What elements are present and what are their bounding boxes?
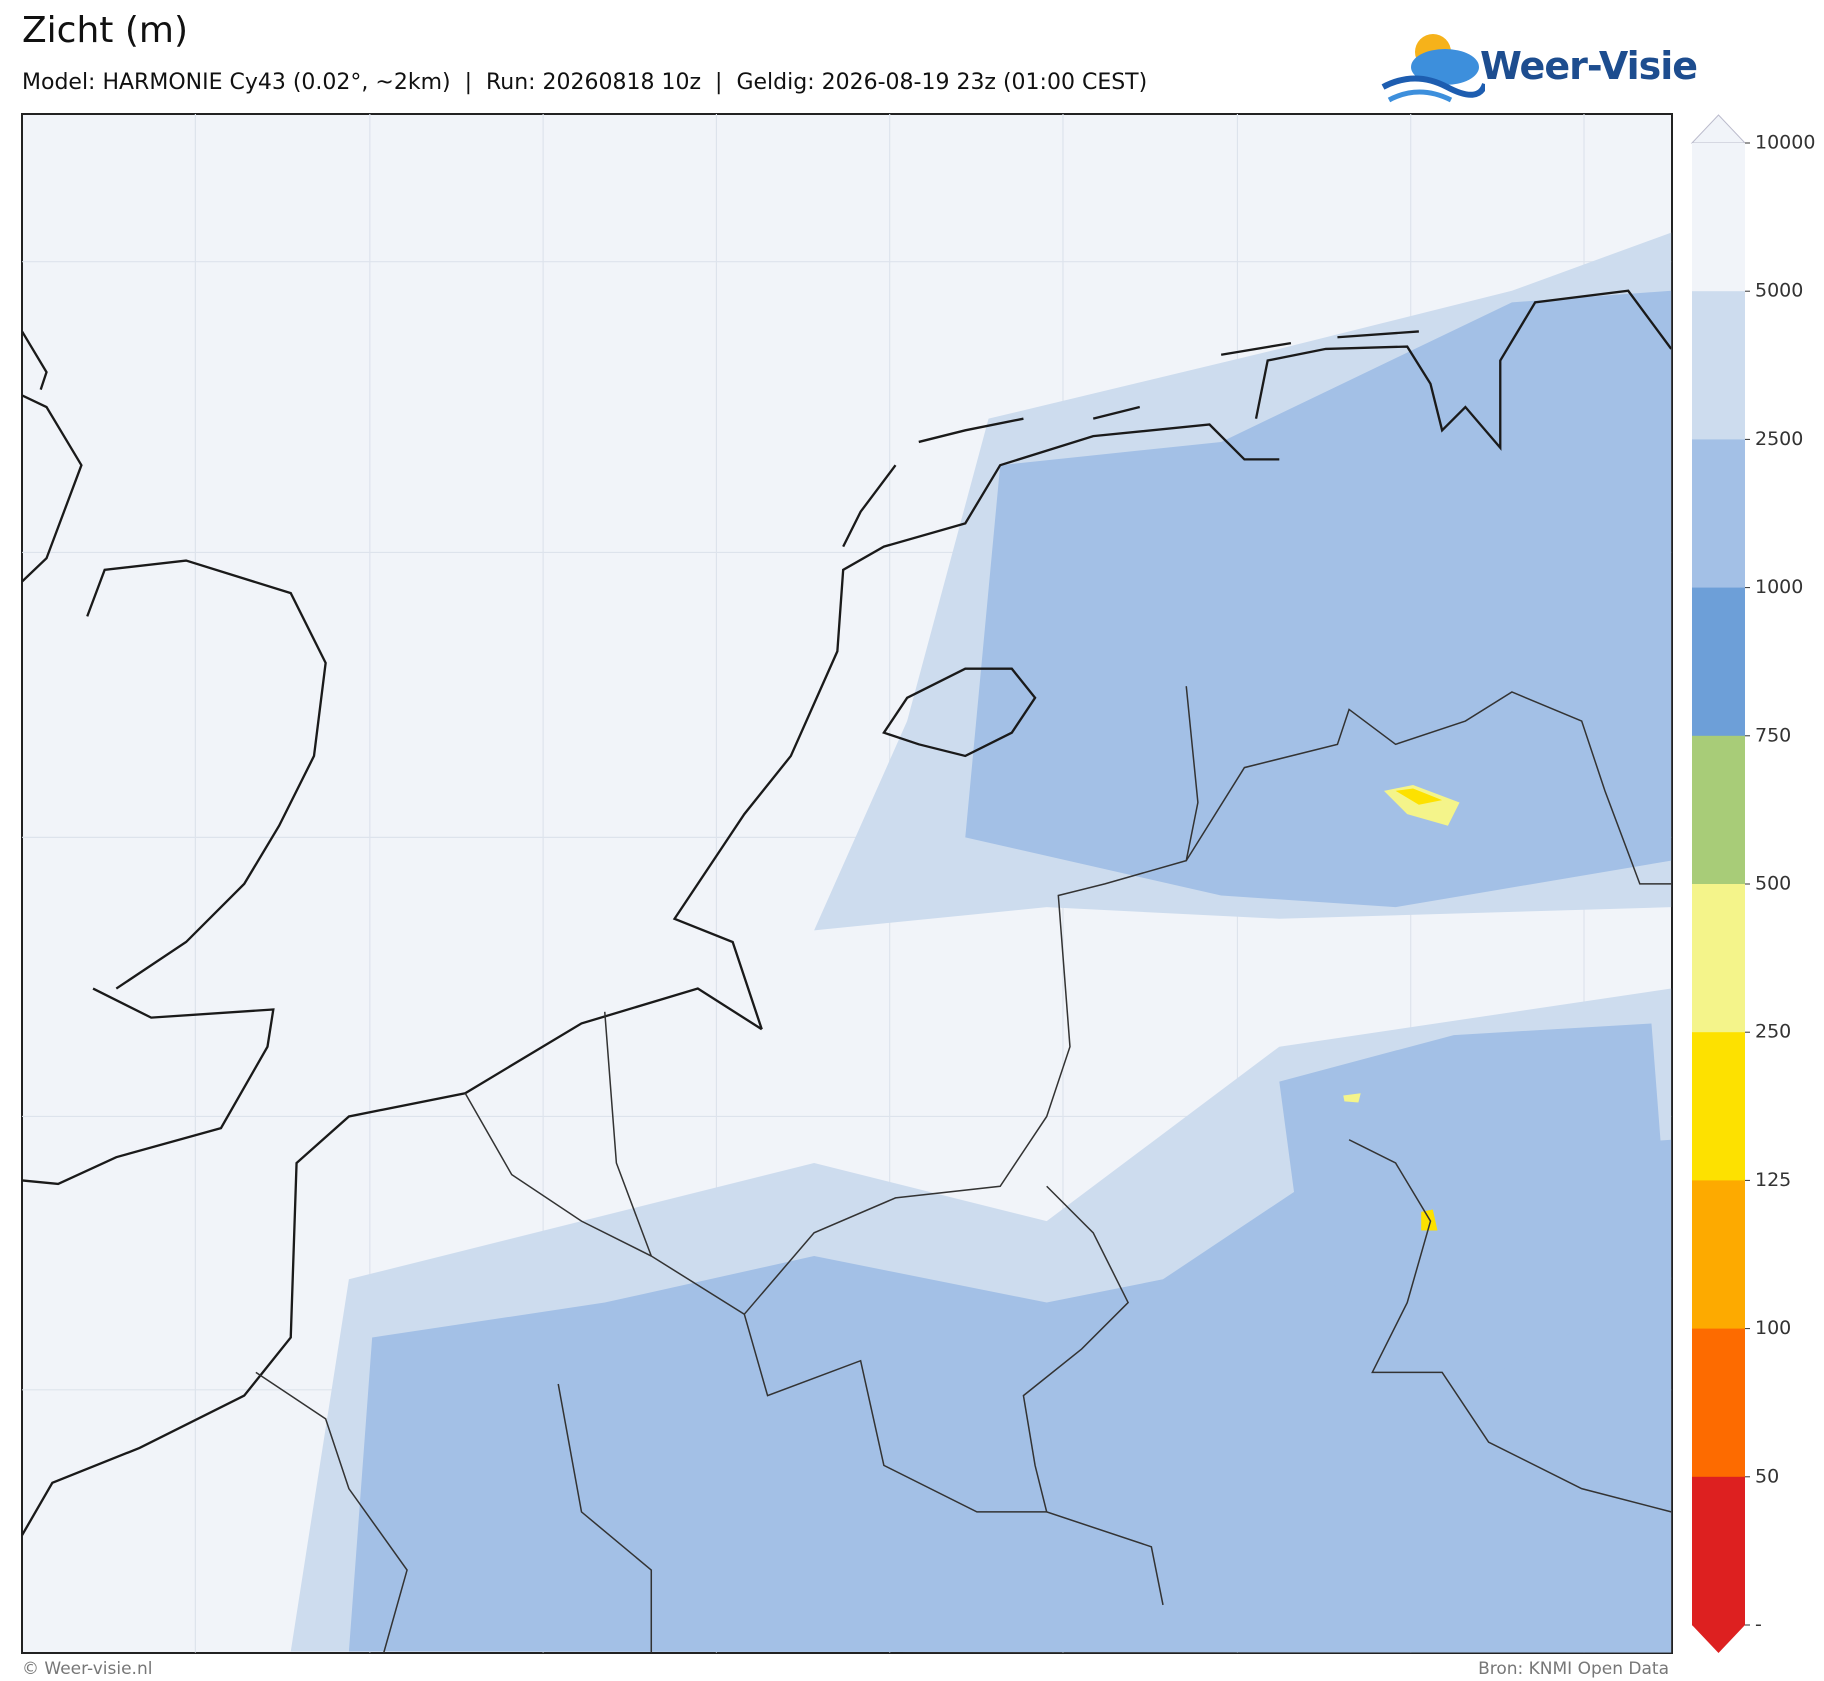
map-content (22, 113, 1672, 1653)
colorbar-band (1692, 587, 1745, 737)
colorbar-tick-label: 1000 (1755, 576, 1803, 598)
footer-right: Bron: KNMI Open Data (1478, 1659, 1669, 1679)
subtitle: Model: HARMONIE Cy43 (0.02°, ~2km) | Run… (22, 70, 1148, 95)
footer-left: © Weer-visie.nl (22, 1659, 153, 1679)
colorbar-tick-label: - (1755, 1614, 1762, 1636)
colorbar-bottom-arrow (1692, 1625, 1745, 1653)
colorbar-tick-label: 5000 (1755, 280, 1803, 302)
colorbar-band (1692, 143, 1745, 292)
colorbar-tick-label: 750 (1755, 724, 1791, 746)
colorbar-tick-label: 10000 (1755, 132, 1815, 154)
colorbar-top-arrow (1690, 114, 1747, 144)
colorbar-band (1692, 1032, 1745, 1181)
colorbar-tick-label: 250 (1755, 1021, 1791, 1043)
colorbar-band (1692, 1180, 1745, 1330)
title: Zicht (m) (22, 10, 188, 51)
logo-icon (1381, 34, 1485, 103)
colorbar-tick-label: 100 (1755, 1317, 1791, 1339)
colorbar-band (1692, 884, 1745, 1033)
logo: Weer-Visie (1480, 44, 1698, 88)
colorbar-band (1692, 439, 1745, 589)
colorbar-tick-label: 50 (1755, 1465, 1779, 1487)
colorbar-band (1692, 1328, 1745, 1478)
colorbar-band (1692, 291, 1745, 440)
colorbar-tick-label: 500 (1755, 873, 1791, 895)
colorbar-band (1692, 1476, 1745, 1626)
colorbar-tick-label: 125 (1755, 1169, 1791, 1191)
colorbar-band (1692, 735, 1745, 885)
colorbar-tick-label: 2500 (1755, 428, 1803, 450)
colorbar: 10000 5000 2500 1000 750 500 250 125 100 50 - (1690, 114, 1815, 1653)
